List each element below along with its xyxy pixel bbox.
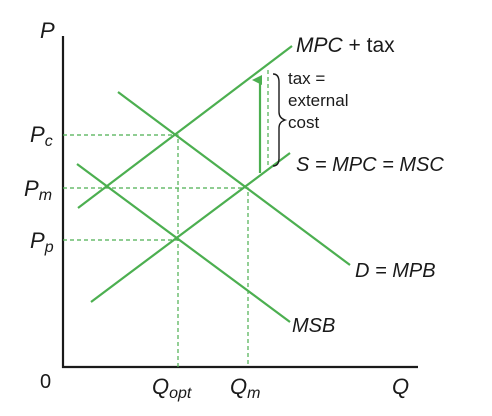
qm-label: Qm xyxy=(230,374,260,402)
supply-label: S = MPC = MSC xyxy=(296,154,444,176)
pp-label: Pp xyxy=(30,228,54,256)
demand-label: D = MPB xyxy=(355,260,436,282)
msb-label: MSB xyxy=(292,315,335,337)
origin-label: 0 xyxy=(40,371,51,393)
x-axis-label: Q xyxy=(392,374,409,399)
pc-label: Pc xyxy=(30,122,53,150)
y-axis-label: P xyxy=(40,18,55,43)
mpc-tax-label: MPC + tax xyxy=(296,34,395,57)
demand-curve xyxy=(117,91,351,266)
tax-note-line1: tax = xyxy=(288,69,325,88)
tax-note-line3: cost xyxy=(288,113,319,132)
supply-curve xyxy=(90,152,291,303)
msb-curve xyxy=(76,163,291,323)
tax-note-line2: external xyxy=(288,91,348,110)
pm-guide-line xyxy=(63,187,249,367)
qopt-label: Qopt xyxy=(152,374,192,402)
mpc-tax-curve xyxy=(77,45,293,209)
pc-guide-line xyxy=(63,134,179,367)
tax-brace xyxy=(272,73,288,167)
pm-label: Pm xyxy=(24,176,52,204)
